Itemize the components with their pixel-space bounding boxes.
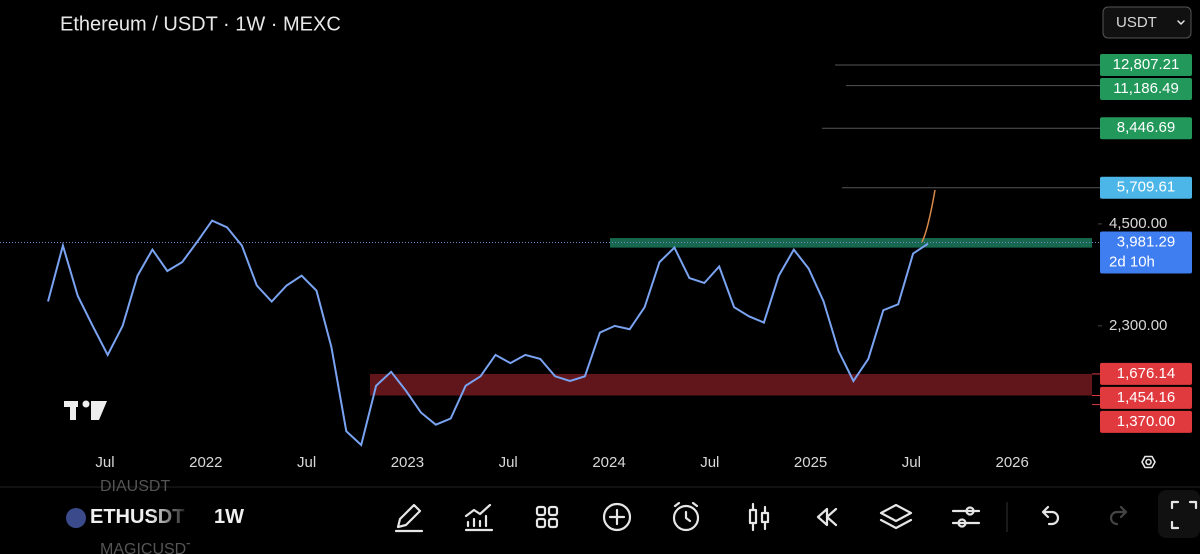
add[interactable] [602, 502, 632, 532]
y-tick-label: 2,300.00 [1109, 317, 1167, 334]
tag-box [1100, 117, 1192, 140]
layers[interactable] [879, 503, 913, 530]
x-tick-label: 2026 [996, 454, 1029, 471]
price-tag: 1,370.00 [1100, 410, 1192, 433]
watchlist-item[interactable]: MAGICUSDT [100, 541, 190, 554]
interval[interactable]: 1W [214, 506, 244, 528]
redo[interactable] [1109, 505, 1128, 526]
tag-box [1100, 78, 1192, 101]
price-tag: 1,454.16 [1100, 386, 1192, 409]
price-tag: 1,676.14 [1100, 362, 1192, 385]
tag-label: 1,454.16 [1117, 389, 1175, 406]
dropdown-arrow [1177, 20, 1185, 25]
settings-sliders[interactable] [951, 506, 981, 528]
price-tag: 12,807.21 [1100, 54, 1192, 77]
x-tick-label: Jul [297, 454, 316, 471]
layouts[interactable] [535, 505, 559, 529]
x-tick-label: Jul [700, 454, 719, 471]
tag-box [1100, 231, 1192, 274]
symbol-icon [66, 508, 86, 528]
fullscreen[interactable] [1158, 490, 1200, 538]
indicators[interactable] [464, 503, 494, 532]
draw-tool[interactable] [394, 503, 424, 533]
currency-select[interactable] [1102, 6, 1192, 39]
watchlist-item[interactable]: DIAUSDT [100, 478, 171, 495]
tag-box [1100, 176, 1192, 199]
x-tick-label: 2024 [592, 454, 625, 471]
chart-title: Ethereum / USDT · 1W · MEXC [60, 13, 341, 35]
tag-box [1100, 362, 1192, 385]
chart-type[interactable] [748, 502, 770, 532]
x-tick-label: 2023 [391, 454, 424, 471]
zone [370, 373, 1092, 396]
currency-label: USDT [1116, 14, 1157, 31]
x-tick-label: Jul [95, 454, 114, 471]
tag-box [1100, 54, 1192, 77]
tag-label: 8,446.69 [1117, 119, 1175, 136]
tag-label: 1,676.14 [1117, 365, 1175, 382]
x-tick-label: 2025 [794, 454, 827, 471]
price-tag: 5,709.61 [1100, 176, 1192, 199]
tag-label: 12,807.21 [1113, 56, 1180, 73]
price-tag: 11,186.49 [1100, 78, 1192, 101]
price-tag: 8,446.69 [1100, 117, 1192, 140]
toolbar-icons [394, 490, 1200, 538]
x-tick-label: Jul [499, 454, 518, 471]
tag-label: 1,370.00 [1117, 413, 1175, 430]
x-tick-label: Jul [902, 454, 921, 471]
tag-box [1100, 410, 1192, 433]
tag-label: 3,981.29 [1117, 233, 1175, 250]
replay[interactable] [816, 507, 838, 527]
undo[interactable] [1041, 505, 1060, 526]
y-tick-label: 4,500.00 [1109, 215, 1167, 232]
x-tick-label: 2022 [189, 454, 222, 471]
price-tag: 3,981.29 2d 10h [1100, 231, 1192, 274]
price-line [47, 219, 929, 447]
tag-label: 5,709.61 [1117, 179, 1175, 196]
fade [150, 500, 192, 534]
projection-curve [921, 189, 936, 243]
tv-logo [64, 400, 107, 420]
settings[interactable] [1141, 455, 1156, 469]
tag-countdown: 2d 10h [1109, 253, 1155, 270]
tag-label: 11,186.49 [1113, 80, 1179, 97]
alert[interactable] [672, 501, 700, 532]
tag-box [1100, 386, 1192, 409]
zone [610, 238, 1092, 248]
